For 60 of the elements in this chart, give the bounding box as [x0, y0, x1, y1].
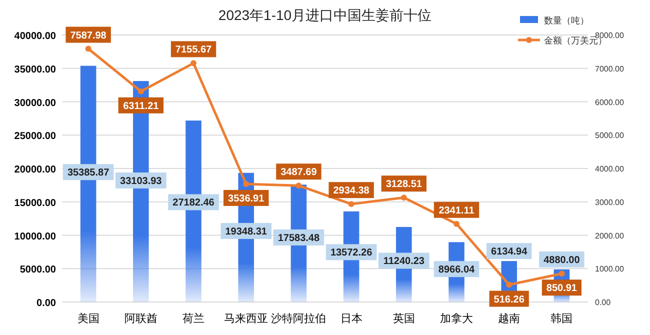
- data-label: 27182.46: [172, 198, 215, 209]
- data-label: 4880.00: [544, 254, 580, 266]
- data-label: 7155.67: [175, 44, 212, 56]
- y-tick-label: 0.00: [36, 298, 56, 309]
- x-tick-label: 英国: [392, 312, 415, 325]
- data-label: 13572.26: [330, 248, 373, 259]
- data-label: 2934.38: [333, 186, 370, 197]
- data-label: 3487.69: [280, 167, 318, 178]
- x-tick-label: 美国: [77, 312, 100, 325]
- data-label: 17583.48: [278, 232, 320, 244]
- x-tick-label: 日本: [340, 312, 362, 325]
- y-tick-label: 15000.00: [14, 198, 56, 209]
- y-tick-label: 35000.00: [14, 64, 56, 76]
- point: [454, 220, 460, 227]
- data-label: 7587.98: [70, 30, 107, 42]
- x-tick-label: 韩国: [550, 312, 573, 325]
- x-tick-label: 荷兰: [182, 312, 204, 325]
- point: [190, 60, 196, 66]
- point: [138, 88, 144, 94]
- point: [506, 282, 512, 288]
- y-tick-label: 5000.00: [20, 264, 56, 276]
- y2-tick-label: 1000.00: [595, 264, 624, 274]
- x-tick-label: 沙特阿拉伯: [271, 312, 326, 325]
- point: [558, 270, 565, 277]
- y2-tick-label: 7000.00: [595, 64, 624, 74]
- y2-tick-label: 5000.00: [595, 131, 624, 140]
- x-tick-label: 越南: [498, 312, 520, 325]
- y-tick-label: 25000.00: [14, 131, 56, 142]
- data-label: 19348.31: [225, 226, 268, 238]
- data-label: 8966.04: [438, 264, 476, 276]
- point: [348, 201, 354, 208]
- y-tick-label: 30000.00: [14, 98, 56, 109]
- chart-title: 2023年1-10月进口中国生姜前十位: [218, 7, 432, 23]
- y2-tick-label: 6000.00: [595, 98, 624, 107]
- y-tick-label: 10000.00: [14, 231, 56, 242]
- point: [296, 182, 302, 189]
- point: [85, 46, 92, 52]
- data-label: 850.91: [546, 283, 578, 294]
- data-label: 2341.11: [438, 205, 475, 216]
- data-label: 11240.23: [383, 256, 425, 268]
- data-label: 35385.87: [67, 168, 110, 179]
- x-tick-label: 阿联酋: [124, 313, 158, 325]
- x-tick-label: 马来西亚: [224, 312, 268, 325]
- point: [400, 194, 407, 201]
- y2-tick-label: 8000.00: [595, 31, 624, 40]
- y2-tick-label: 3000.00: [595, 198, 624, 207]
- data-label: 6134.94: [491, 246, 528, 258]
- data-label: 6311.21: [123, 100, 160, 112]
- data-label: 3536.91: [228, 193, 265, 204]
- y2-tick-label: 4000.00: [595, 164, 624, 174]
- point: [243, 180, 250, 187]
- y-tick-label: 40000.00: [14, 31, 56, 42]
- x-tick-label: 加拿大: [440, 312, 473, 325]
- y2-tick-label: 2000.00: [595, 231, 624, 240]
- y-tick-label: 20000.00: [14, 164, 56, 176]
- data-label: 33103.93: [120, 176, 162, 187]
- data-label: 516.26: [494, 294, 525, 306]
- y2-tick-label: 0.00: [595, 298, 612, 307]
- legend-label: 数量（吨）: [544, 16, 589, 26]
- data-label: 3128.51: [386, 179, 422, 190]
